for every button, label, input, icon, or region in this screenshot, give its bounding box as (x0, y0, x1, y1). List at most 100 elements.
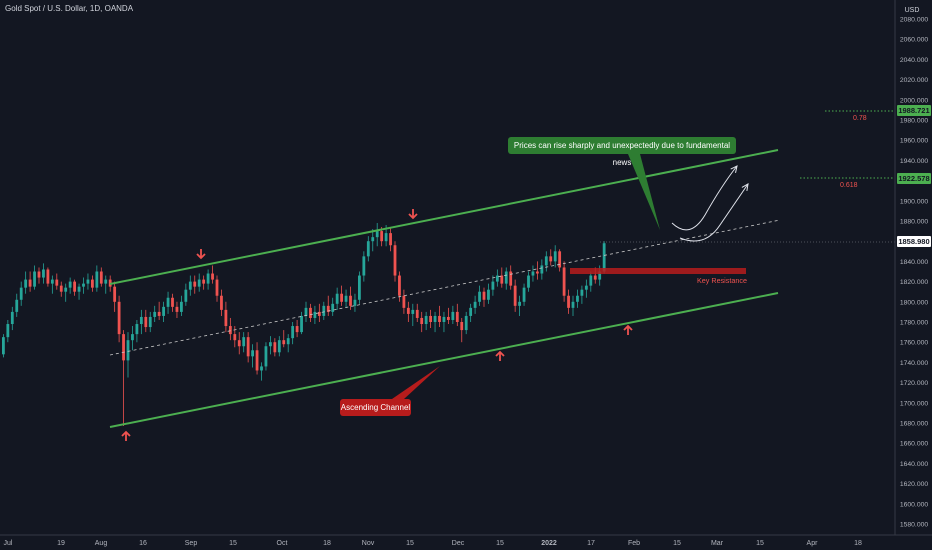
candle-body (487, 289, 490, 300)
channel-mid-line (109, 219, 781, 356)
candle-body (6, 324, 10, 338)
price-tick-label: 2020.000 (900, 77, 929, 84)
price-tick-label: 1780.000 (900, 320, 929, 327)
candle-body (469, 307, 473, 316)
candle-body (358, 275, 361, 300)
price-tick-label: 2000.000 (900, 97, 929, 104)
time-tick-label: 2022 (541, 540, 557, 547)
candle-body (68, 281, 72, 288)
candle-body (584, 285, 588, 290)
channel-lower-line (109, 292, 779, 428)
price-tick-label: 1660.000 (900, 441, 929, 448)
candle-body (202, 279, 206, 284)
candle-body (491, 281, 495, 290)
candle-body (353, 299, 357, 306)
red-arrow-head (121, 430, 131, 437)
price-tick-label: 1700.000 (900, 400, 929, 407)
candle-body (593, 275, 597, 280)
candle-body (59, 285, 63, 292)
candle-body (536, 271, 539, 274)
time-tick-label: Sep (185, 540, 198, 547)
candle-body (589, 275, 593, 286)
candle-body (113, 286, 117, 302)
candle-body (188, 281, 192, 290)
candle-body (33, 271, 36, 287)
candle-body (215, 279, 219, 296)
candle-body (415, 309, 419, 318)
fib-label-0618: 0.618 (840, 182, 858, 189)
candle-body (567, 295, 570, 308)
candle-body (375, 231, 379, 238)
candle-body (95, 271, 99, 288)
candle-body (473, 301, 477, 308)
price-tick-label: 1620.000 (900, 481, 929, 488)
candle-body (175, 306, 179, 312)
candle-body (99, 271, 103, 284)
candle-body (406, 307, 410, 314)
projection-curve-upper (671, 165, 738, 231)
candle-body (442, 316, 446, 322)
candle-body (389, 233, 392, 246)
candle-body (50, 279, 54, 284)
candle-body (309, 307, 312, 318)
price-tick-label: 1720.000 (900, 380, 929, 387)
time-tick-label: Nov (362, 540, 375, 547)
candle-body (304, 307, 308, 316)
candle-body (228, 326, 232, 335)
candle-body (291, 326, 295, 339)
price-tick-label: 2060.000 (900, 37, 929, 44)
candle-body (10, 311, 14, 325)
candle-body (15, 299, 19, 312)
candle-body (482, 291, 486, 300)
candle-body (286, 338, 290, 345)
candle-body (300, 315, 303, 333)
candle-body (86, 279, 90, 284)
candle-body (197, 279, 201, 287)
time-tick-label: 15 (756, 540, 764, 547)
candle-body (126, 340, 130, 361)
key-resistance-label: Key Resistance (697, 276, 747, 285)
candle-body (335, 293, 339, 304)
candle-body (233, 334, 237, 341)
candle-body (460, 322, 464, 331)
candle-body (162, 306, 165, 316)
candle-body (380, 231, 384, 242)
price-tick-label: 1740.000 (900, 360, 929, 367)
candle-body (313, 311, 317, 318)
candle-body (513, 285, 517, 306)
candle-body (91, 279, 94, 288)
candle-body (251, 350, 254, 357)
time-tick-label: 18 (323, 540, 331, 547)
candle-body (527, 275, 530, 288)
candle-body (260, 366, 263, 371)
candle-body (237, 340, 241, 347)
time-tick-label: Mar (711, 540, 724, 547)
candle-body (495, 275, 499, 282)
time-tick-label: Oct (277, 540, 288, 547)
candle-body (393, 245, 397, 276)
candle-body (562, 267, 566, 296)
candle-body (55, 279, 59, 286)
candle-body (131, 334, 134, 341)
candle-body (531, 271, 535, 276)
time-tick-label: Dec (452, 540, 465, 547)
price-tag-0.78: 1988.721 (897, 105, 931, 116)
candle-body (193, 281, 197, 287)
candle-body (2, 337, 5, 355)
candle-body (429, 315, 432, 322)
callout-ascending-channel-text: Ascending Channel (340, 403, 411, 412)
candle-body (420, 317, 424, 325)
candle-body (362, 256, 366, 276)
candle-body (544, 256, 548, 266)
projection-curve-lower (679, 183, 749, 242)
candle-body (349, 295, 352, 306)
channel-upper-line (109, 149, 779, 285)
time-tick-label: Apr (807, 540, 819, 547)
candle-body (255, 350, 259, 371)
candle-body (424, 315, 428, 325)
candle-body (206, 273, 210, 284)
candle-body (166, 297, 170, 307)
candle-body (478, 291, 481, 302)
candle-body (282, 340, 286, 345)
